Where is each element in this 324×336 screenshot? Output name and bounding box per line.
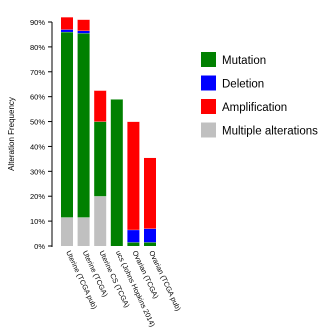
y-tick-label: 20% <box>30 192 45 201</box>
bar-segment-deletion <box>127 229 140 243</box>
bar-segment-deletion <box>77 30 90 34</box>
y-axis-label: Alteration Frequency <box>7 97 16 171</box>
legend-swatch-mutation <box>201 52 216 67</box>
bar-segment-amplification <box>127 121 140 230</box>
bar-segment-amplification <box>94 90 107 122</box>
y-tick-label: 80% <box>30 43 45 52</box>
legend-label: Amplification <box>222 102 287 114</box>
legend-swatch-amplification <box>201 99 216 114</box>
bar-segment-mutation <box>144 242 156 246</box>
y-tick-label: 60% <box>30 93 45 102</box>
bar-segment-amplification <box>77 19 90 31</box>
bar-segment-mutation <box>94 121 107 197</box>
legend-label: Mutation <box>222 55 266 67</box>
bar-segment-mutation <box>61 31 73 218</box>
bar-segment-multiple-alterations <box>61 217 73 246</box>
legend-swatch-deletion <box>201 75 216 91</box>
y-tick-label: 0% <box>34 242 45 251</box>
y-tick-label: 10% <box>30 217 45 226</box>
bar-segment-mutation <box>110 99 123 247</box>
bar-segment-mutation <box>77 33 90 218</box>
legend-label: Deletion <box>222 79 264 91</box>
bar-segment-multiple-alterations <box>94 196 107 246</box>
bar-segment-deletion <box>61 29 73 32</box>
bar-segment-multiple-alterations <box>77 217 90 246</box>
bar-segment-mutation <box>127 242 140 246</box>
plot-area: 0% 10% 20% 30% 40% 50% 60% 70% 80% 90% Alteration … <box>7 16 183 328</box>
y-tick-label: 50% <box>30 118 45 127</box>
legend-label: Multiple alterations <box>222 126 318 138</box>
bar-segment-deletion <box>144 228 156 243</box>
bar-segment-amplification <box>144 157 156 229</box>
y-tick-label: 90% <box>30 18 45 27</box>
legend-swatch-multiple-alterations <box>201 122 216 138</box>
legend: Mutation Deletion Amplification Multiple al… <box>201 52 318 138</box>
bar-segment-amplification <box>61 17 73 30</box>
y-tick-label: 40% <box>30 142 45 151</box>
y-tick-label: 30% <box>30 167 45 176</box>
y-tick-label: 70% <box>30 68 45 77</box>
